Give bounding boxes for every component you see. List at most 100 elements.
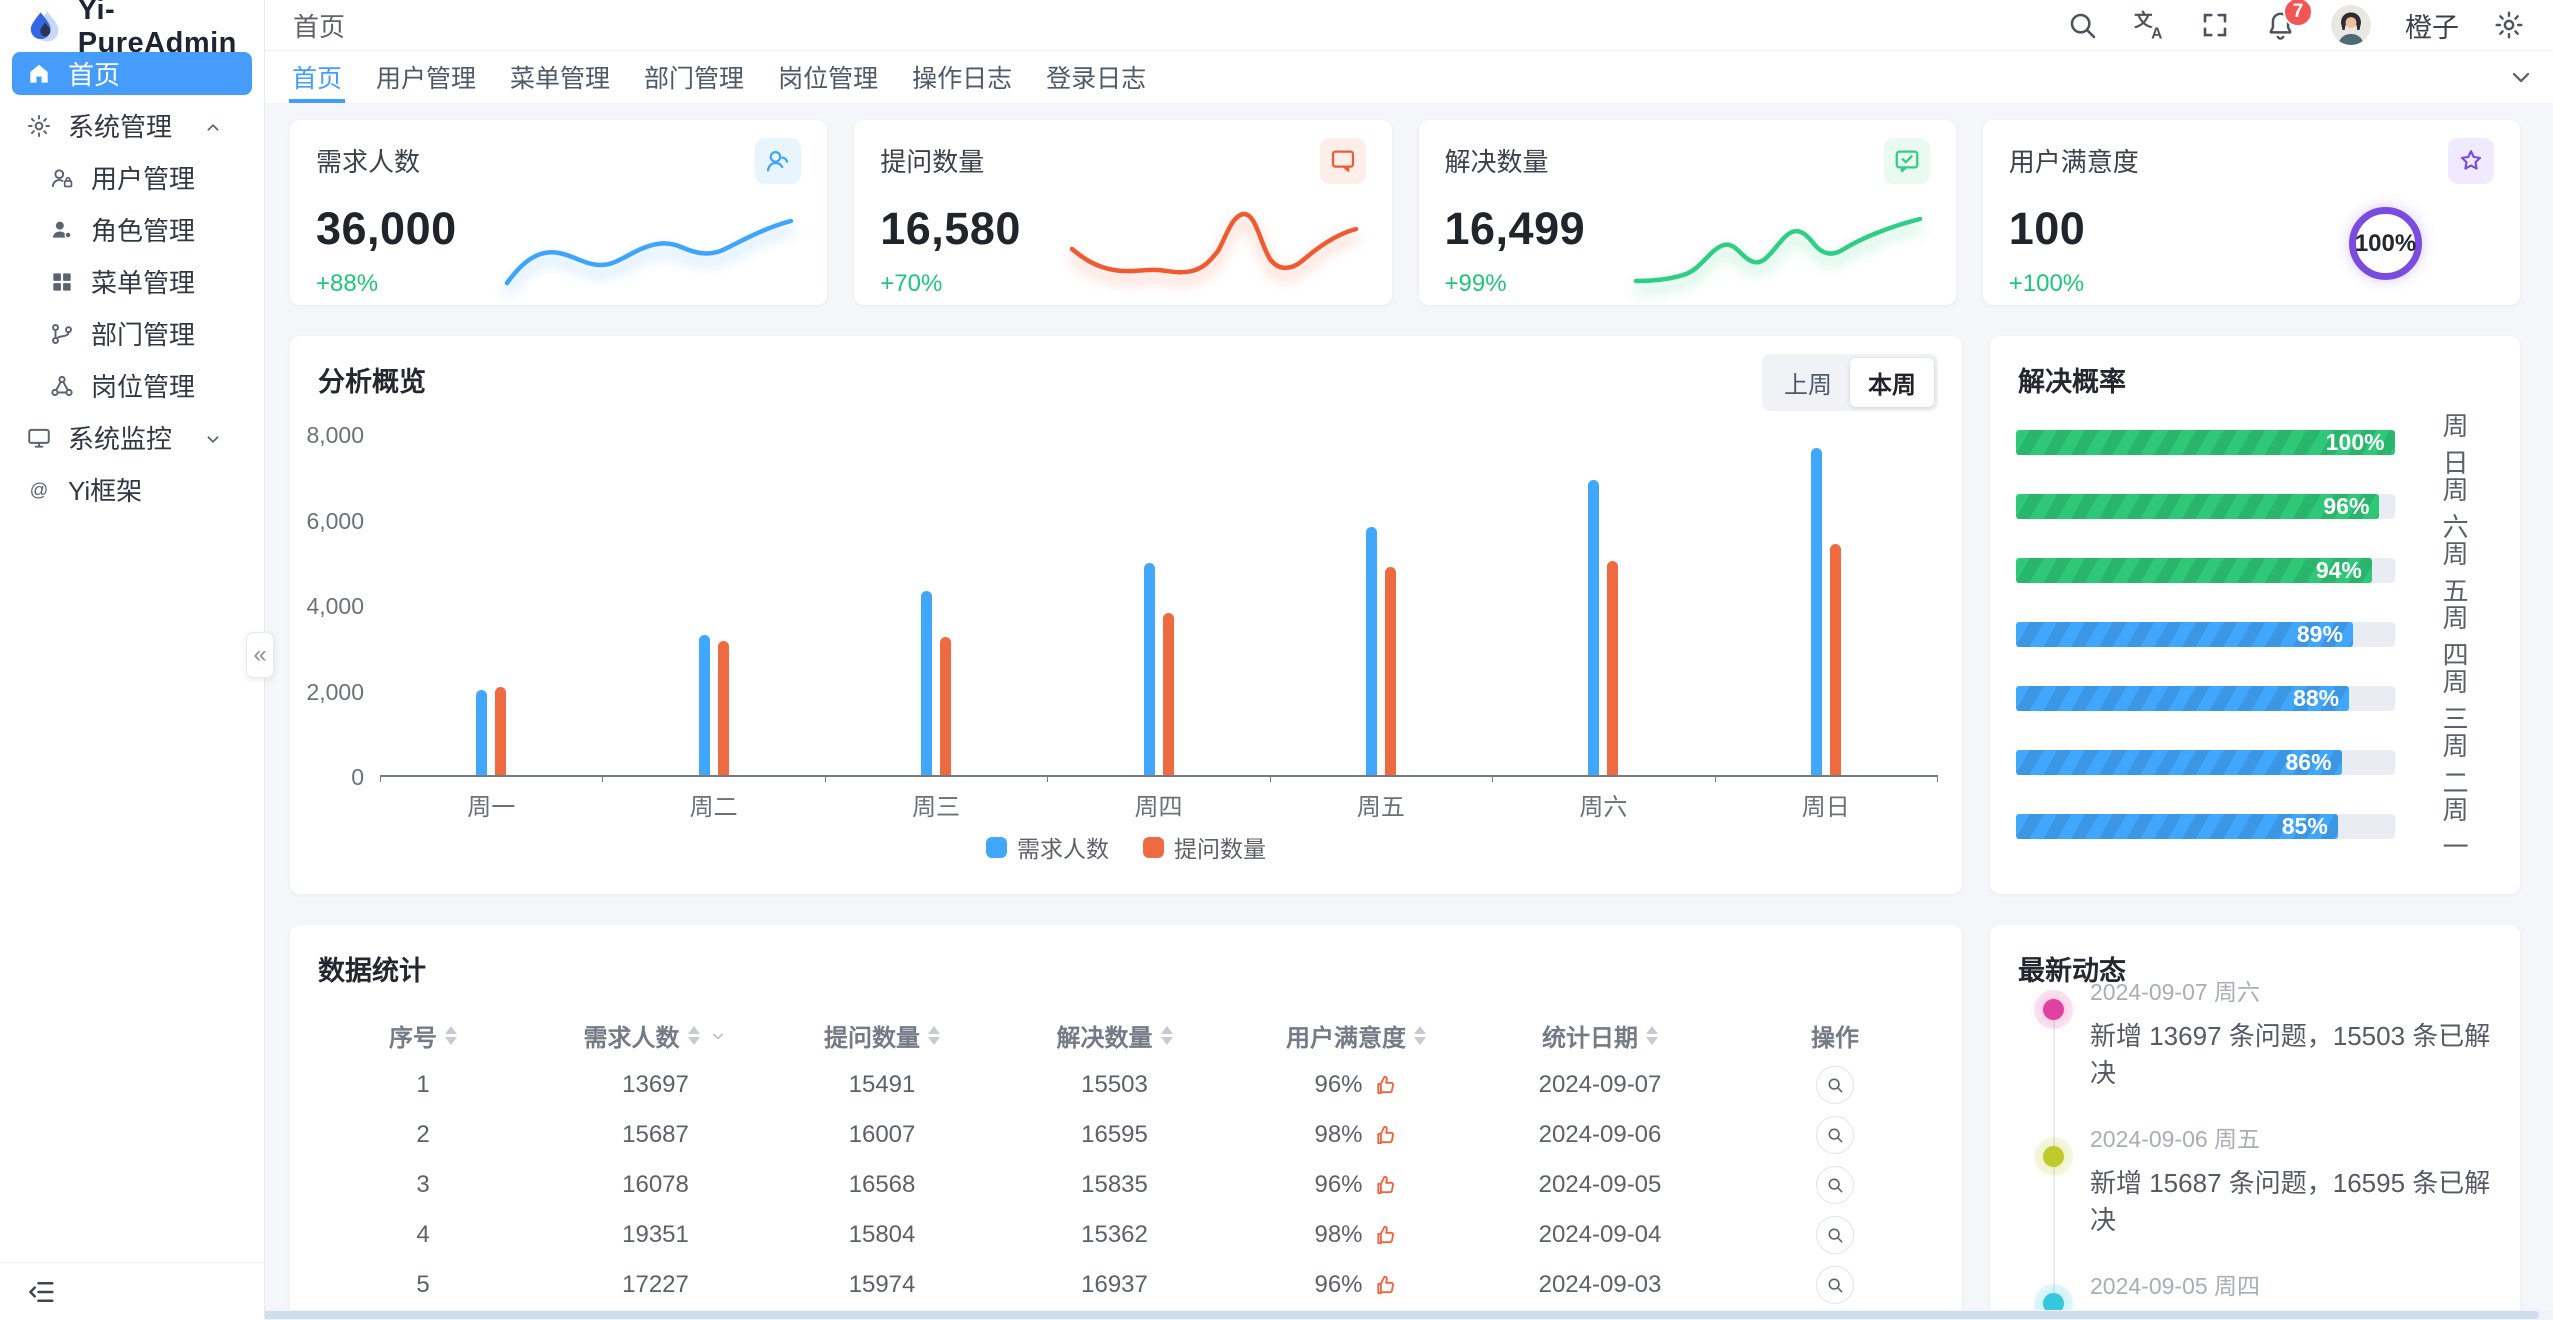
gear-icon bbox=[28, 114, 50, 137]
progress-track: 85% bbox=[2016, 814, 2395, 839]
news-item-0: 2024-09-07 周六 新增 13697 条问题，15503 条已解决 bbox=[2043, 973, 2494, 1090]
view-row-button[interactable] bbox=[1816, 1116, 1854, 1154]
range-option-1[interactable]: 本周 bbox=[1850, 358, 1934, 407]
column-header-4[interactable]: 用户满意度 bbox=[1232, 1018, 1480, 1053]
horizontal-scrollbar-thumb[interactable] bbox=[6, 1311, 2539, 1319]
x-axis-label: 周五 bbox=[1356, 794, 1405, 821]
sidebar-item-label: Yi框架 bbox=[68, 476, 143, 506]
cell-solve: 15362 bbox=[1081, 1221, 1148, 1248]
stat-card-demand: 需求人数 36,000 +88% bbox=[290, 120, 828, 305]
column-header-0[interactable]: 序号 bbox=[302, 1018, 544, 1053]
tab-0[interactable]: 首页 bbox=[275, 51, 359, 103]
username[interactable]: 橙子 bbox=[2405, 12, 2459, 43]
progress-percent: 100% bbox=[2325, 430, 2385, 455]
column-header-1[interactable]: 需求人数 bbox=[544, 1018, 767, 1053]
progress-day-label: 周二 bbox=[2442, 730, 2469, 798]
view-row-button[interactable] bbox=[1816, 1166, 1854, 1204]
view-row-button[interactable] bbox=[1816, 1066, 1854, 1104]
msg-check-icon bbox=[1895, 150, 1919, 173]
column-header-label: 需求人数 bbox=[583, 1024, 680, 1052]
stat-card-solve: 解决数量 16,499 +99% bbox=[1418, 120, 1956, 305]
filter-chevron-icon[interactable] bbox=[708, 1021, 728, 1049]
stat-card-title: 解决数量 bbox=[1444, 147, 1549, 177]
bar-需求人数-周一 bbox=[476, 689, 488, 775]
tab-1[interactable]: 用户管理 bbox=[359, 51, 493, 103]
legend-item-0[interactable]: 需求人数 bbox=[986, 830, 1109, 864]
notification-bell-icon[interactable]: 7 bbox=[2264, 0, 2313, 42]
at-icon: @ bbox=[30, 478, 49, 499]
column-header-6[interactable]: 操作 bbox=[1720, 1018, 1950, 1053]
table-header-row: 序号 需求人数 提问数量 解决数量 用户满意度 统计日期 操作 bbox=[302, 1010, 1950, 1060]
tab-5[interactable]: 操作日志 bbox=[895, 51, 1029, 103]
solve-rate-row-5: 86% 周二 bbox=[2016, 731, 2494, 798]
table-title: 数据统计 bbox=[318, 956, 426, 986]
sidebar-item-5[interactable]: 部门管理 bbox=[12, 312, 252, 355]
tab-label: 用户管理 bbox=[376, 65, 477, 93]
progress-day-label: 周四 bbox=[2442, 602, 2469, 670]
column-header-2[interactable]: 提问数量 bbox=[767, 1018, 997, 1053]
solve-rate-row-3: 89% 周四 bbox=[2016, 603, 2494, 670]
x-axis-label: 周六 bbox=[1579, 794, 1628, 821]
table-body: 1 13697 15491 15503 96% 2024-09-07 2 15687 16007… bbox=[302, 1060, 1950, 1320]
sort-caret-icon[interactable] bbox=[1160, 1025, 1173, 1045]
progress-day-label: 周一 bbox=[2442, 794, 2469, 862]
sort-caret-icon[interactable] bbox=[445, 1025, 457, 1045]
sidebar-item-6[interactable]: 岗位管理 bbox=[12, 364, 252, 407]
progress-fill: 94% bbox=[2016, 558, 2372, 583]
sidebar-item-3[interactable]: 角色管理 bbox=[12, 208, 252, 251]
stat-card-delta: +99% bbox=[1444, 270, 1507, 297]
legend-label: 提问数量 bbox=[1174, 836, 1266, 862]
fullscreen-icon[interactable] bbox=[2200, 10, 2230, 40]
avatar[interactable] bbox=[2331, 5, 2371, 45]
stat-card-value: 16,580 bbox=[880, 203, 1021, 254]
nodes-icon bbox=[51, 375, 73, 396]
tab-6[interactable]: 登录日志 bbox=[1029, 51, 1163, 103]
sort-caret-icon[interactable] bbox=[1414, 1025, 1426, 1045]
chart-legend: 需求人数 提问数量 bbox=[290, 830, 1962, 864]
sidebar-item-7[interactable]: 系统监控 bbox=[12, 416, 252, 459]
progress-track: 96% bbox=[2016, 494, 2395, 519]
tab-label: 操作日志 bbox=[912, 65, 1013, 93]
sidebar-item-0[interactable]: 首页 bbox=[12, 52, 252, 95]
cell-question: 15974 bbox=[848, 1271, 916, 1298]
sidebar-item-2[interactable]: 用户管理 bbox=[12, 156, 252, 199]
sidebar-item-label: 系统监控 bbox=[68, 424, 173, 454]
progress-track: 88% bbox=[2016, 686, 2395, 711]
settings-gear-icon[interactable] bbox=[2493, 9, 2525, 41]
tab-2[interactable]: 菜单管理 bbox=[493, 51, 627, 103]
sort-caret-icon[interactable] bbox=[687, 1025, 700, 1045]
thumb-icon bbox=[1376, 1175, 1394, 1195]
satisfaction-value: 96% bbox=[1314, 1171, 1363, 1198]
solve-rate-row-0: 100% 周日 bbox=[2016, 411, 2494, 478]
search-icon[interactable] bbox=[2066, 9, 2098, 41]
sidebar-collapse-button[interactable]: « bbox=[246, 632, 274, 678]
cell-index: 1 bbox=[416, 1071, 430, 1098]
sort-caret-icon[interactable] bbox=[928, 1025, 940, 1045]
view-row-button[interactable] bbox=[1816, 1266, 1854, 1304]
range-option-label: 本周 bbox=[1868, 372, 1916, 399]
tab-4[interactable]: 岗位管理 bbox=[761, 51, 895, 103]
sidebar-item-1[interactable]: 系统管理 bbox=[12, 104, 252, 147]
menu-fold-icon[interactable] bbox=[26, 1277, 56, 1307]
y-axis-label: 8,000 bbox=[306, 422, 364, 448]
sidebar-item-8[interactable]: @ Yi框架 bbox=[12, 468, 252, 511]
column-header-5[interactable]: 统计日期 bbox=[1480, 1018, 1720, 1053]
legend-item-1[interactable]: 提问数量 bbox=[1143, 830, 1266, 864]
column-header-3[interactable]: 解决数量 bbox=[997, 1018, 1232, 1053]
logo[interactable]: Yi-PureAdmin bbox=[0, 0, 264, 59]
stat-card-value: 36,000 bbox=[316, 203, 457, 254]
tabs-chevron-down-icon[interactable] bbox=[2507, 63, 2535, 91]
sort-caret-icon[interactable] bbox=[1646, 1025, 1658, 1045]
view-row-button[interactable] bbox=[1816, 1216, 1854, 1254]
cell-question: 15491 bbox=[848, 1071, 916, 1098]
column-header-label: 统计日期 bbox=[1542, 1024, 1638, 1052]
tab-3[interactable]: 部门管理 bbox=[627, 51, 761, 103]
sidebar-item-4[interactable]: 菜单管理 bbox=[12, 260, 252, 303]
bar-需求人数-周三 bbox=[921, 591, 933, 775]
range-option-0[interactable]: 上周 bbox=[1766, 358, 1850, 407]
solve-rate-title: 解决概率 bbox=[2018, 367, 2126, 397]
